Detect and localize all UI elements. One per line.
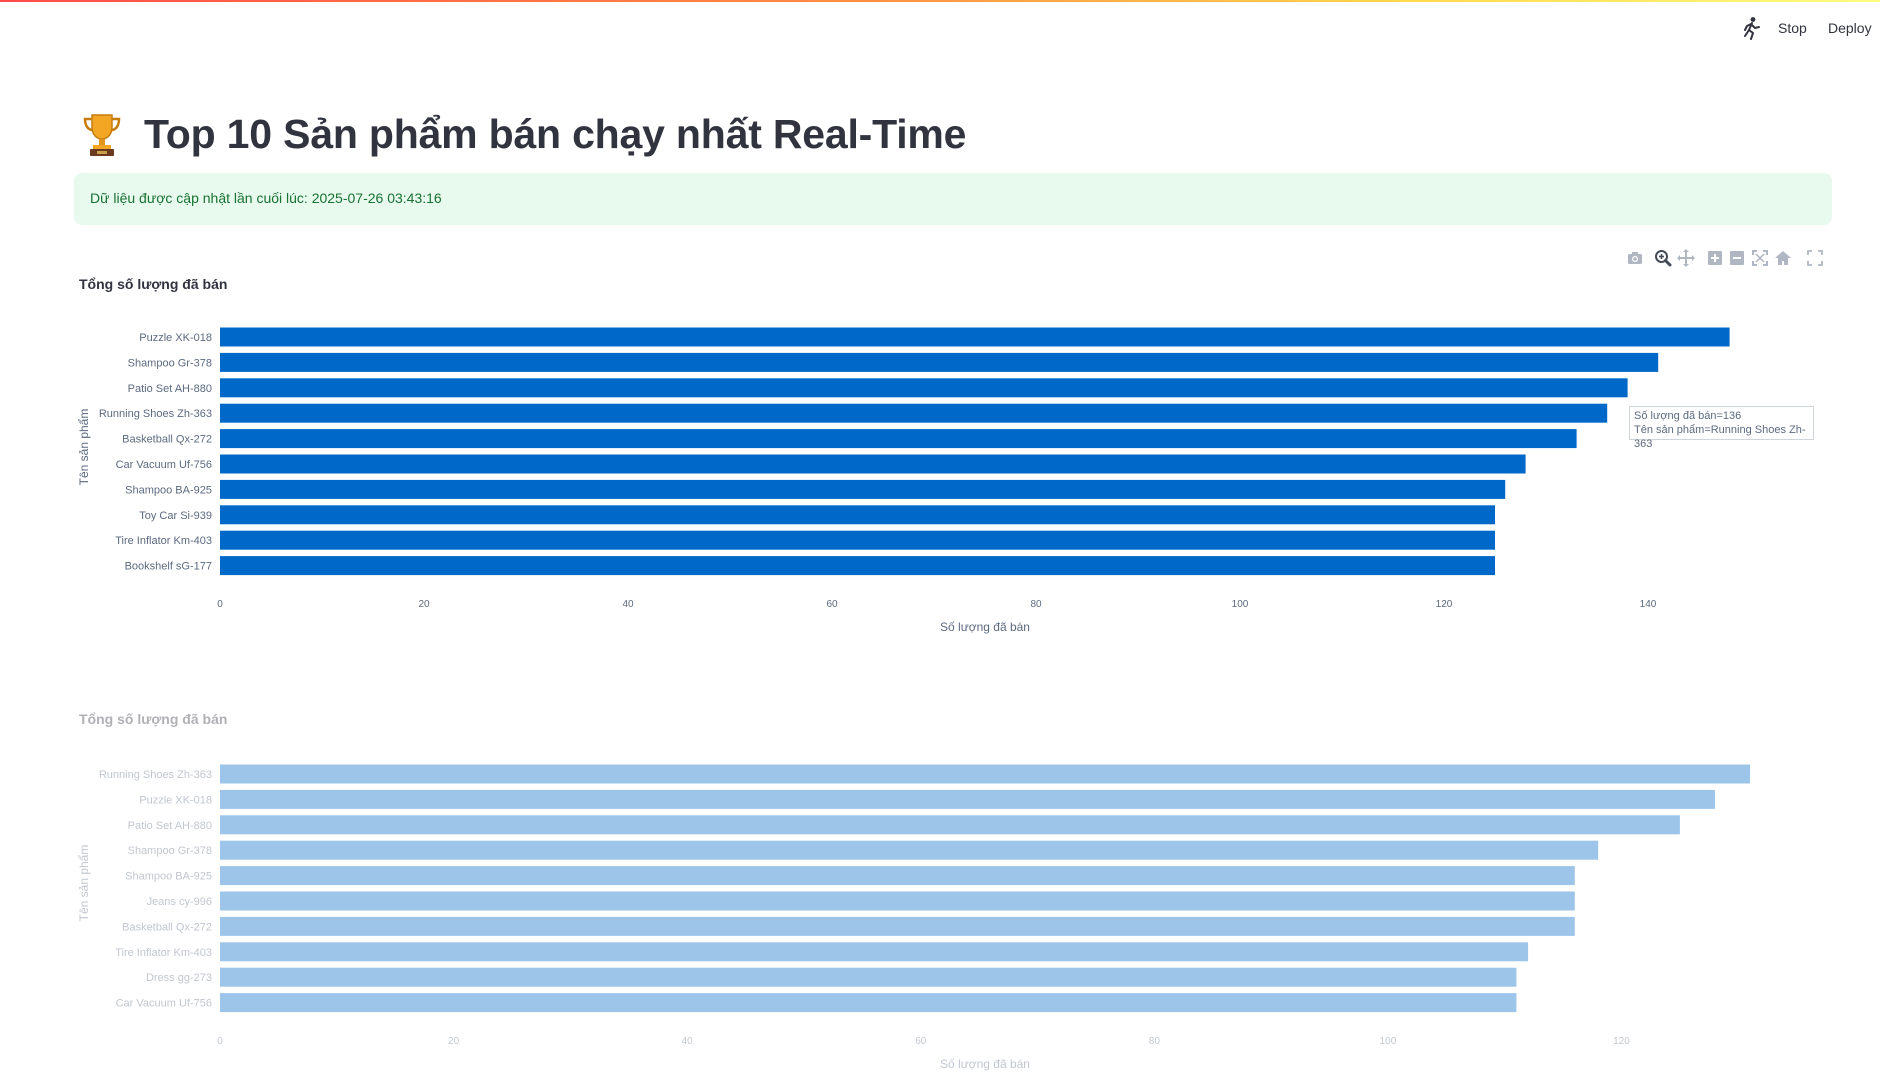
y-tick-label: Tire Inflator Km-403: [115, 535, 212, 547]
chart-1-svg[interactable]: Tổng số lượng đã bán Puzzle XK-018 Shampoo…: [74, 262, 1834, 652]
x-tick-label: 120: [1436, 599, 1453, 610]
y-tick-label: Dress gg-273: [146, 972, 212, 984]
x-tick-label: 140: [1640, 599, 1657, 610]
y-tick-label: Basketball Qx-272: [122, 921, 212, 933]
trophy-icon: [83, 114, 121, 156]
x-tick-label: 40: [622, 599, 634, 610]
x-tick-label: 20: [418, 599, 430, 610]
x-axis-label: Số lượng đã bán: [940, 1057, 1030, 1071]
bar-0[interactable]: [220, 764, 1750, 784]
y-tick-label: Shampoo BA-925: [125, 871, 212, 883]
chart-top-sellers-1[interactable]: Tổng số lượng đã bán Puzzle XK-018 Shampoo…: [74, 262, 1834, 652]
pan-icon[interactable]: [1676, 248, 1696, 268]
bar-2[interactable]: [220, 378, 1628, 398]
bar-0[interactable]: [220, 327, 1730, 347]
bar-9[interactable]: [220, 556, 1495, 576]
bar-4[interactable]: [220, 429, 1577, 449]
y-tick-label: Shampoo Gr-378: [128, 845, 212, 857]
update-alert: Dữ liệu được cập nhật lần cuối lúc: 2025…: [74, 173, 1832, 225]
top-decoration-bar: [0, 0, 1880, 2]
bar-5[interactable]: [220, 454, 1526, 474]
running-man-icon: [1744, 17, 1760, 40]
stop-button[interactable]: Stop: [1772, 17, 1813, 39]
x-tick-label: 40: [682, 1036, 694, 1047]
bar-8[interactable]: [220, 967, 1517, 987]
bar-7[interactable]: [220, 505, 1495, 525]
zoom-out-icon[interactable]: [1727, 248, 1747, 268]
x-tick-label: 100: [1232, 599, 1249, 610]
deploy-button[interactable]: Deploy: [1820, 16, 1880, 40]
autoscale-icon[interactable]: [1750, 248, 1770, 268]
chart-top-sellers-2[interactable]: Tổng số lượng đã bán Running Shoes Zh-363…: [74, 700, 1834, 1078]
bar-6[interactable]: [220, 479, 1506, 499]
x-tick-label: 80: [1149, 1036, 1161, 1047]
hover-tooltip-line1: Số lượng đã bán=136: [1634, 410, 1742, 422]
y-tick-label: Patio Set AH-880: [128, 383, 212, 395]
chart-2-svg[interactable]: Tổng số lượng đã bán Running Shoes Zh-363…: [74, 700, 1834, 1078]
y-tick-label: Tire Inflator Km-403: [115, 947, 212, 959]
x-tick-label: 0: [217, 1036, 223, 1047]
y-tick-label: Patio Set AH-880: [128, 820, 212, 832]
x-tick-label: 0: [217, 599, 223, 610]
y-tick-label: Basketball Qx-272: [122, 434, 212, 446]
home-icon[interactable]: [1773, 248, 1793, 268]
chart-title: Tổng số lượng đã bán: [79, 276, 227, 292]
hover-tooltip: Số lượng đã bán=136 Tên sản phẩm=Running…: [1629, 406, 1814, 450]
y-axis-label: Tên sản phẩm: [77, 409, 91, 486]
x-tick-label: 60: [826, 599, 838, 610]
y-tick-label: Shampoo BA-925: [125, 484, 212, 496]
bar-9[interactable]: [220, 993, 1517, 1013]
bar-3[interactable]: [220, 403, 1608, 423]
y-tick-label: Running Shoes Zh-363: [99, 408, 212, 420]
bar-2[interactable]: [220, 815, 1680, 835]
page-title: Top 10 Sản phẩm bán chạy nhất Real-Time: [144, 110, 967, 157]
camera-icon[interactable]: [1625, 248, 1645, 268]
y-tick-label: Running Shoes Zh-363: [99, 769, 212, 781]
x-tick-label: 60: [915, 1036, 927, 1047]
bar-3[interactable]: [220, 840, 1599, 860]
y-tick-label: Toy Car Si-939: [139, 510, 212, 522]
y-tick-label: Puzzle XK-018: [139, 332, 212, 344]
bar-6[interactable]: [220, 916, 1575, 936]
bar-1[interactable]: [220, 352, 1659, 372]
x-tick-label: 20: [448, 1036, 460, 1047]
y-tick-label: Car Vacuum Uf-756: [116, 459, 212, 471]
y-tick-label: Bookshelf sG-177: [125, 561, 212, 573]
bar-8[interactable]: [220, 530, 1495, 550]
y-tick-label: Jeans cy-996: [147, 896, 212, 908]
hover-tooltip-line2: Tên sản phẩm=Running Shoes Zh-363: [1634, 424, 1806, 450]
y-tick-label: Shampoo Gr-378: [128, 357, 212, 369]
zoom-in-icon[interactable]: [1705, 248, 1725, 268]
bar-7[interactable]: [220, 942, 1529, 962]
bar-4[interactable]: [220, 866, 1575, 886]
x-axis-label: Số lượng đã bán: [940, 620, 1030, 634]
bar-1[interactable]: [220, 789, 1715, 809]
chart-title: Tổng số lượng đã bán: [79, 711, 227, 727]
title-row: Top 10 Sản phẩm bán chạy nhất Real-Time: [82, 104, 966, 164]
x-tick-label: 80: [1030, 599, 1042, 610]
y-tick-label: Puzzle XK-018: [139, 794, 212, 806]
zoom-icon[interactable]: [1653, 248, 1673, 268]
y-tick-label: Car Vacuum Uf-756: [116, 998, 212, 1010]
x-tick-label: 120: [1613, 1036, 1630, 1047]
bar-5[interactable]: [220, 891, 1575, 911]
update-alert-text: Dữ liệu được cập nhật lần cuối lúc: 2025…: [90, 190, 442, 206]
y-axis-label: Tên sản phẩm: [77, 845, 91, 922]
x-tick-label: 100: [1380, 1036, 1397, 1047]
fullscreen-icon[interactable]: [1805, 248, 1825, 268]
